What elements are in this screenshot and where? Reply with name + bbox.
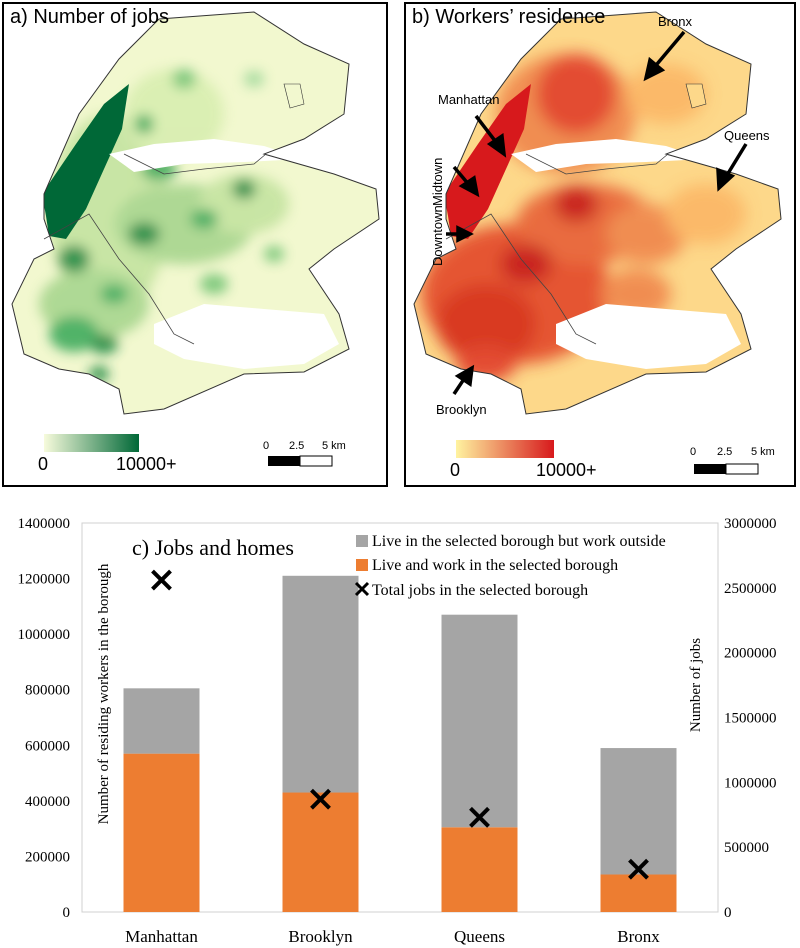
bar-live-work — [441, 827, 518, 912]
y-tick-label: 1200000 — [18, 572, 71, 588]
residence-map-title: b) Workers’ residence — [412, 6, 606, 28]
legend-swatch-outside — [356, 535, 368, 547]
y-tick-label: 0 — [63, 905, 71, 921]
label-manhattan: Manhattan — [438, 92, 500, 107]
x-tick-label: Queens — [454, 927, 505, 946]
arrow-bronx — [650, 30, 686, 72]
scale-label-0: 0 — [263, 440, 270, 452]
legend-label-total-jobs: Total jobs in the selected borough — [372, 582, 588, 599]
bar-live-work — [282, 792, 359, 912]
scale-bar-white — [299, 455, 333, 467]
y-tick-label: 800000 — [25, 683, 70, 699]
marker-total-jobs — [310, 788, 331, 810]
legend-label-live-work: Live and work in the selected borough — [372, 557, 618, 574]
label-brooklyn: Brooklyn — [436, 402, 487, 417]
chart-title: c) Jobs and homes — [132, 535, 294, 560]
plot-area-border — [81, 522, 719, 913]
legend-label-outside: Live in the selected borough but work ou… — [372, 533, 666, 550]
scale-bar-black-b — [694, 464, 726, 474]
y2-tick-label: 500000 — [724, 840, 769, 856]
y-axis-label: Number of residing workers in the boroug… — [96, 563, 112, 824]
jobs-map-panel: a) Number of jobs 0 10000+ 0 2.5 5 km — [2, 2, 388, 487]
chart-legend: Live in the selected borough but work ou… — [354, 533, 666, 599]
scale-label-2-5: 2.5 — [289, 440, 305, 452]
legend-marker-x — [354, 581, 370, 597]
scale-label-2-5-b: 2.5 — [717, 446, 733, 458]
label-queens: Queens — [724, 128, 770, 143]
jobs-legend-colorbar — [44, 434, 139, 452]
residence-map — [413, 11, 782, 475]
x-tick-label: Manhattan — [125, 927, 198, 946]
marker-total-jobs — [151, 569, 172, 591]
y-tick-label: 400000 — [25, 794, 70, 810]
jobs-map — [11, 11, 380, 467]
y2-tick-label: 3000000 — [724, 516, 777, 532]
y2-tick-label: 2500000 — [724, 581, 777, 597]
scale-bar-black — [268, 456, 300, 466]
chart-axes — [81, 522, 719, 913]
residence-map-panel: b) Workers’ residence Bronx Manhattan Qu… — [404, 2, 796, 487]
scale-label-5km: 5 km — [322, 440, 346, 452]
x-tick-label: Bronx — [617, 927, 660, 946]
y-tick-label: 1400000 — [18, 516, 71, 532]
bar-live-outside — [441, 614, 518, 828]
label-bronx: Bronx — [658, 14, 692, 29]
residence-legend-min: 0 — [450, 460, 461, 480]
bar-live-work — [123, 753, 200, 912]
scale-label-5km-b: 5 km — [751, 446, 775, 458]
y-tick-label: 200000 — [25, 849, 70, 865]
jobs-homes-chart: 0 200000 400000 600000 800000 1000000 1200000 1… — [18, 516, 777, 946]
bar-live-outside — [123, 688, 200, 754]
chart-ticks: 0 200000 400000 600000 800000 1000000 1200000 1… — [18, 516, 777, 946]
bar-live-work — [600, 874, 677, 912]
label-midtown: Midtown — [430, 157, 445, 206]
chart-bars — [123, 575, 677, 912]
jobs-legend-min: 0 — [38, 454, 49, 474]
y2-axis-label: Number of jobs — [688, 638, 704, 732]
y2-tick-label: 0 — [724, 905, 732, 921]
residence-legend-max: 10000+ — [536, 460, 597, 480]
marker-total-jobs — [469, 806, 490, 828]
x-tick-label: Brooklyn — [288, 927, 353, 946]
residence-arrows — [446, 30, 748, 395]
y-tick-label: 600000 — [25, 738, 70, 754]
chart-markers — [151, 569, 649, 880]
jobs-legend-max: 10000+ — [116, 454, 177, 474]
bar-live-outside — [282, 575, 359, 793]
residence-legend-colorbar — [456, 440, 554, 458]
marker-total-jobs — [628, 858, 649, 880]
scale-bar-white-b — [725, 463, 759, 475]
y2-tick-label: 1500000 — [724, 711, 777, 727]
bar-live-outside — [600, 748, 677, 875]
y2-tick-label: 1000000 — [724, 775, 777, 791]
scale-label-0-b: 0 — [690, 446, 697, 458]
y2-tick-label: 2000000 — [724, 646, 777, 662]
legend-swatch-live-work — [356, 559, 368, 571]
label-downtown: Downtown — [430, 205, 445, 266]
jobs-map-title: a) Number of jobs — [10, 6, 169, 28]
y-tick-label: 1000000 — [18, 627, 71, 643]
